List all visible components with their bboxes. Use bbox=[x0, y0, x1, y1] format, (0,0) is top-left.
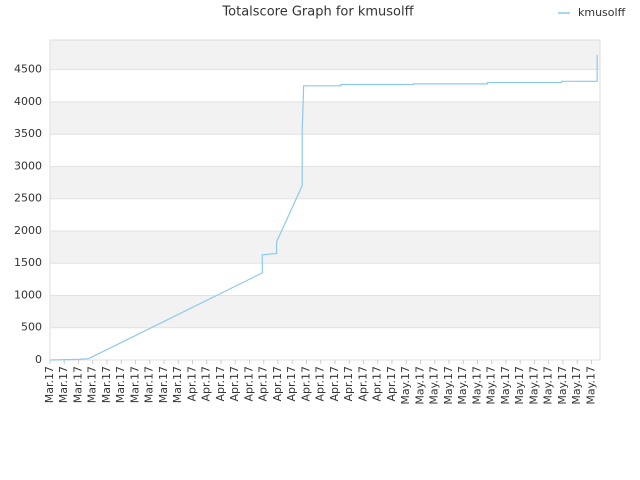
y-tick-label: 1000 bbox=[14, 288, 42, 301]
y-tick-label: 1500 bbox=[14, 256, 42, 269]
x-tick-label: Mar.17 bbox=[43, 366, 56, 403]
x-tick-label: May.17 bbox=[456, 366, 469, 405]
chart-title: Totalscore Graph for kmusolff bbox=[221, 5, 414, 20]
x-tick-label: May.17 bbox=[570, 366, 583, 405]
x-tick-label: Apr.17 bbox=[356, 366, 369, 402]
x-tick-label: Mar.17 bbox=[128, 366, 141, 403]
grid-band bbox=[50, 40, 600, 70]
x-tick-label: Mar.17 bbox=[171, 366, 184, 403]
grid-band bbox=[50, 101, 600, 135]
y-tick-label: 0 bbox=[35, 353, 42, 366]
y-tick-label: 2000 bbox=[14, 224, 42, 237]
x-tick-label: May.17 bbox=[584, 366, 597, 405]
x-tick-label: May.17 bbox=[513, 366, 526, 405]
x-tick-label: May.17 bbox=[485, 366, 498, 405]
grid-band bbox=[50, 198, 600, 231]
x-tick-label: May.17 bbox=[556, 366, 569, 405]
x-tick-label: Apr.17 bbox=[242, 366, 255, 402]
grid-band bbox=[50, 166, 600, 199]
x-tick-label: May.17 bbox=[542, 366, 555, 405]
y-tick-label: 2500 bbox=[14, 192, 42, 205]
data-line bbox=[49, 54, 598, 361]
y-tick-label: 4500 bbox=[14, 63, 42, 76]
x-tick-label: May.17 bbox=[428, 366, 441, 405]
x-tick-label: Mar.17 bbox=[114, 366, 127, 403]
x-tick-label: Apr.17 bbox=[371, 366, 384, 402]
x-tick-label: Apr.17 bbox=[257, 366, 270, 402]
x-tick-label: Apr.17 bbox=[342, 366, 355, 402]
grid-band bbox=[50, 134, 600, 167]
grid-band bbox=[50, 263, 600, 296]
x-tick-label: Apr.17 bbox=[285, 366, 298, 402]
x-tick-label: Apr.17 bbox=[271, 366, 284, 402]
y-tick-label: 500 bbox=[21, 321, 42, 334]
x-tick-label: May.17 bbox=[470, 366, 483, 405]
x-tick-label: May.17 bbox=[442, 366, 455, 405]
x-tick-label: May.17 bbox=[399, 366, 412, 405]
x-tick-label: Apr.17 bbox=[385, 366, 398, 402]
y-tick-label: 4000 bbox=[14, 95, 42, 108]
x-tick-label: Apr.17 bbox=[314, 366, 327, 402]
x-tick-label: Apr.17 bbox=[200, 366, 213, 402]
y-tick-label: 3000 bbox=[14, 159, 42, 172]
x-tick-label: Apr.17 bbox=[228, 366, 241, 402]
legend-label: kmusolff bbox=[578, 6, 626, 19]
grid-band bbox=[50, 230, 600, 264]
x-tick-label: Apr.17 bbox=[185, 366, 198, 402]
x-tick-label: May.17 bbox=[499, 366, 512, 405]
x-tick-label: Mar.17 bbox=[57, 366, 70, 403]
x-tick-label: Apr.17 bbox=[328, 366, 341, 402]
x-tick-label: Apr.17 bbox=[299, 366, 312, 402]
x-tick-label: Mar.17 bbox=[71, 366, 84, 403]
x-tick-label: May.17 bbox=[413, 366, 426, 405]
x-tick-label: Mar.17 bbox=[86, 366, 99, 403]
x-tick-label: Mar.17 bbox=[143, 366, 156, 403]
x-tick-label: Mar.17 bbox=[100, 366, 113, 403]
x-tick-label: Mar.17 bbox=[157, 366, 170, 403]
x-tick-label: May.17 bbox=[527, 366, 540, 405]
grid-band bbox=[50, 295, 600, 328]
grid-band bbox=[50, 327, 600, 360]
y-tick-label: 3500 bbox=[14, 127, 42, 140]
x-tick-label: Apr.17 bbox=[214, 366, 227, 402]
